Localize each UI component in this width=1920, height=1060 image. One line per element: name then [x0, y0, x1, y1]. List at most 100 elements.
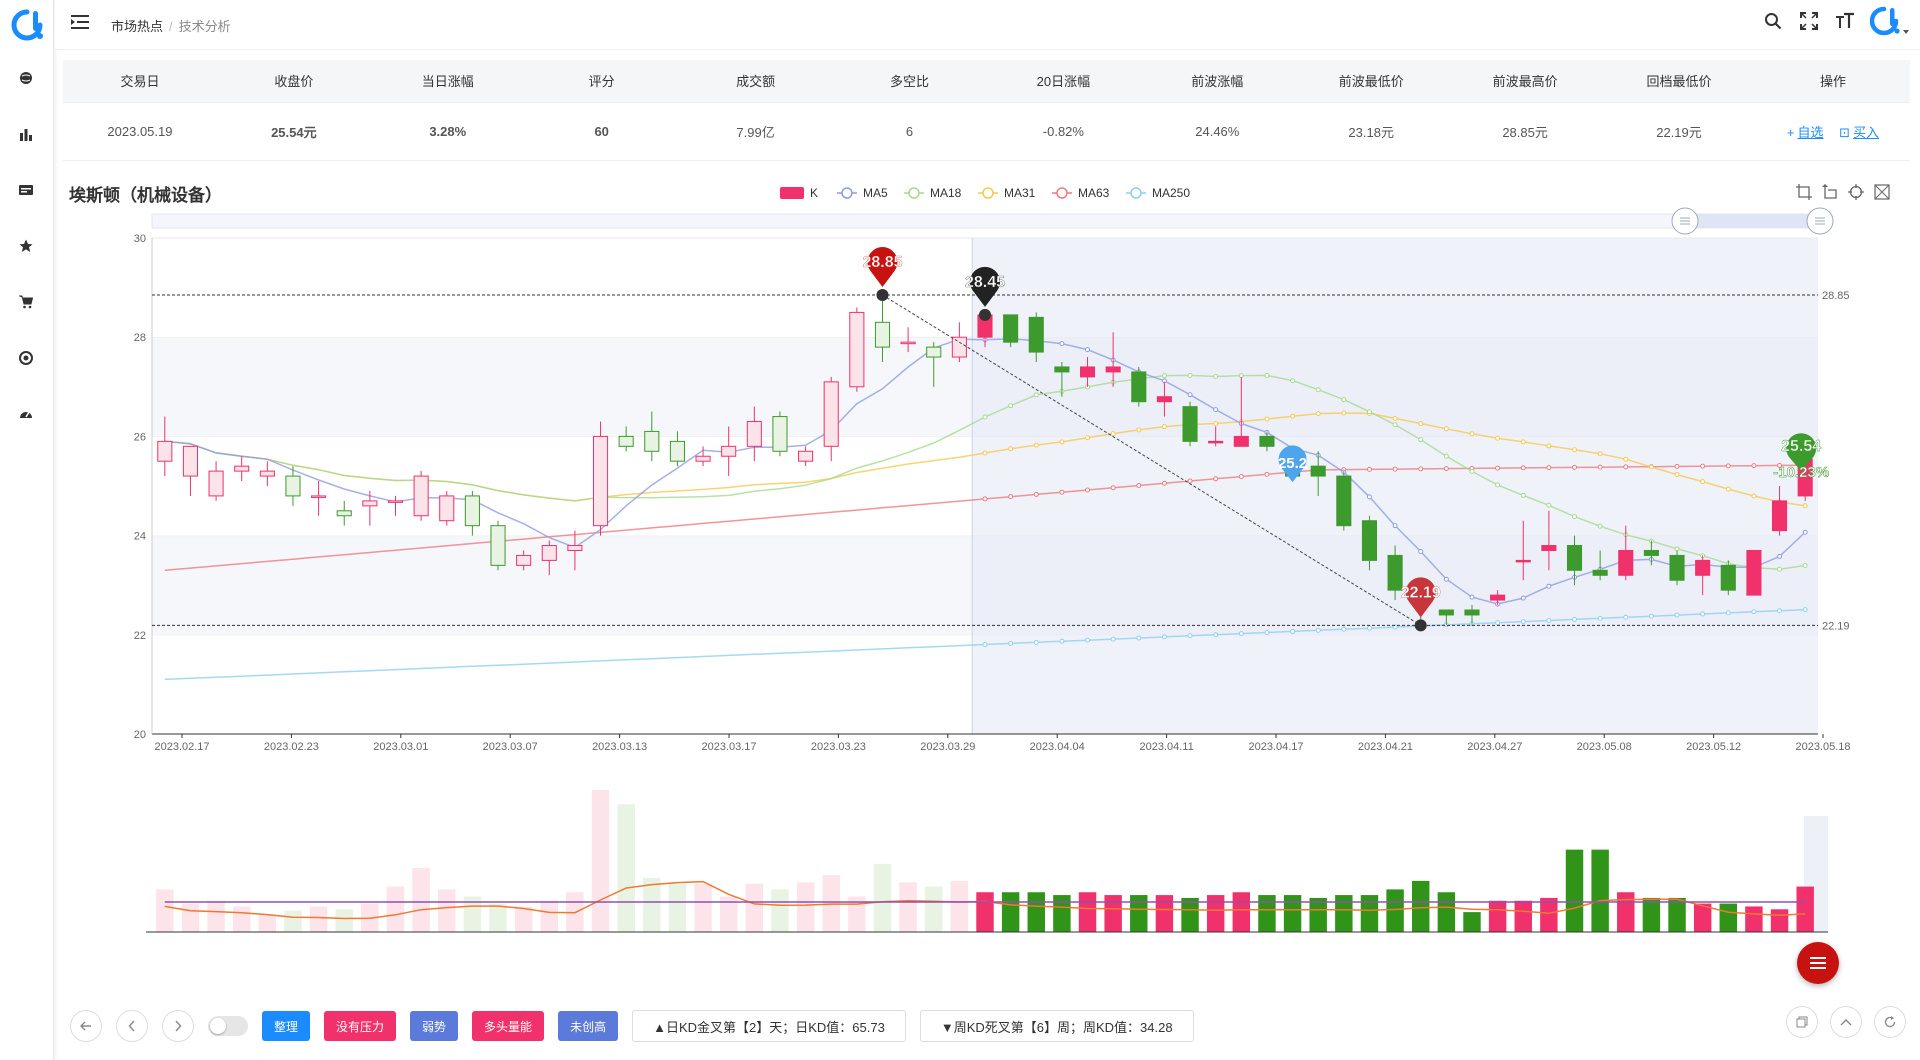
volume-bar [796, 882, 815, 932]
globe-icon[interactable] [16, 68, 36, 88]
ma250-line-dot [1341, 626, 1347, 632]
volume-bar [412, 868, 430, 932]
font-size-icon[interactable] [1834, 10, 1856, 32]
col-pullback-low: 回档最低价 [1602, 60, 1756, 103]
breadcrumb-separator: / [169, 19, 173, 34]
mark-pin [1278, 445, 1307, 483]
menu-toggle-icon[interactable] [71, 14, 91, 34]
ma18-line-dot [1341, 397, 1347, 403]
ma250-line-dot [1751, 609, 1757, 615]
ma63-line-dot [1751, 463, 1757, 469]
chart-title: 埃斯顿（机械设备） [69, 186, 222, 205]
candle [746, 421, 762, 447]
volume-bar [950, 880, 969, 932]
candle [1233, 435, 1249, 447]
ma31-line-dot [1085, 435, 1091, 441]
volume-bar [1309, 897, 1327, 932]
ma5-line-dot [1546, 583, 1552, 589]
volume-bar [181, 903, 200, 932]
tag-bullish-volume[interactable]: 多头量能 [472, 1011, 545, 1041]
candle [490, 525, 506, 566]
tag-no-pressure[interactable]: 没有压力 [324, 1011, 397, 1041]
ma18-line-dot [1366, 409, 1372, 415]
tag-weak[interactable]: 弱势 [410, 1011, 459, 1041]
volume-bar [1335, 895, 1353, 932]
ma63-line-dot [1418, 466, 1424, 472]
x-tick-label: 2023.04.27 [1467, 741, 1522, 753]
ma250-line-dot [1700, 611, 1706, 617]
ma63-line-dot [1392, 466, 1398, 472]
menu-fab-button[interactable] [1797, 942, 1839, 984]
card-icon[interactable] [16, 180, 36, 200]
crop-icon[interactable] [1796, 184, 1812, 200]
col-long-short-ratio: 多空比 [832, 60, 987, 103]
volume-bar [1232, 892, 1251, 932]
search-icon[interactable] [1762, 10, 1784, 32]
ma63-line-dot [1725, 463, 1731, 469]
ma5-line-dot [1392, 523, 1398, 529]
ma63-line-dot [1777, 462, 1783, 468]
add-watchlist-link[interactable]: 自选 [1797, 124, 1824, 140]
y-tick-label: 22 [134, 630, 146, 642]
volume-bar [873, 863, 892, 932]
prev-stock-button[interactable] [116, 1010, 148, 1042]
y-tick-label: 24 [134, 531, 146, 543]
tag-consolidation[interactable]: 整理 [262, 1011, 311, 1041]
tag-no-new-high[interactable]: 未创高 [558, 1011, 619, 1041]
col-prev-wave-low: 前波最低价 [1294, 60, 1449, 103]
legend-marker [908, 187, 920, 199]
ma63-line-dot [1008, 494, 1014, 500]
ma31-line-dot [1392, 415, 1398, 421]
app-logo-icon[interactable] [10, 8, 44, 42]
refresh-button[interactable] [1874, 1006, 1906, 1038]
ma63-line-dot [1238, 474, 1244, 480]
toggle-switch[interactable] [208, 1016, 248, 1036]
trade-date-value: 2023.05.19 [63, 102, 217, 161]
copy-button[interactable] [1786, 1006, 1818, 1038]
ma18-line-dot [1546, 502, 1552, 508]
brand-logo-icon[interactable] [1870, 6, 1910, 36]
legend-label-ma31: MA31 [1004, 186, 1036, 200]
cart-icon[interactable] [16, 292, 36, 312]
ma63-line-dot [1443, 466, 1449, 472]
buy-link[interactable]: 买入 [1853, 124, 1880, 140]
ma5-line-dot [1520, 595, 1526, 601]
scroll-top-button[interactable] [1830, 1006, 1862, 1038]
bar-chart-icon[interactable] [16, 124, 36, 144]
volume-bar [1514, 900, 1532, 932]
breadcrumb-market-hotspot[interactable]: 市场热点 [111, 19, 164, 34]
back-button[interactable] [70, 1010, 102, 1042]
fullscreen-icon[interactable] [1798, 10, 1820, 32]
ma5-line-dot [1366, 494, 1372, 500]
ma5-line-dot [1085, 347, 1091, 353]
zoom-slider-window [1685, 214, 1820, 228]
volume-bar [1078, 892, 1097, 932]
ma250-line-dot [1674, 612, 1680, 618]
restore-icon[interactable] [1848, 184, 1864, 200]
volume-bar [719, 896, 738, 932]
ma250-line-dot [1546, 618, 1552, 624]
candle [592, 435, 609, 527]
chevron-left-icon [128, 1020, 135, 1032]
candle [1079, 366, 1096, 378]
undo-icon[interactable] [1822, 184, 1838, 200]
target-icon[interactable] [16, 348, 36, 368]
save-image-icon[interactable] [1874, 184, 1890, 200]
turnover-value: 7.99亿 [678, 102, 833, 161]
next-stock-button[interactable] [162, 1010, 194, 1042]
candle [285, 475, 301, 497]
volume-bar [489, 903, 507, 932]
max-marker-pin [867, 247, 898, 288]
star-icon[interactable] [16, 236, 36, 256]
ma250-line-dot [1110, 636, 1116, 642]
x-tick-label: 2023.04.04 [1030, 741, 1085, 753]
volume-bar [694, 883, 712, 932]
ma63-line-dot [982, 496, 988, 502]
volume-bar [591, 790, 610, 932]
kline-chart[interactable]: 20 22 24 26 28 30 2023.02.17 2023.02.23 2023.03.… [0, 170, 1920, 970]
ma18-line-dot [1495, 482, 1501, 488]
dashboard-icon[interactable] [16, 404, 36, 424]
ma250-line-dot [1315, 627, 1321, 633]
volume-bar [514, 906, 533, 932]
highlight-region [972, 238, 1818, 734]
